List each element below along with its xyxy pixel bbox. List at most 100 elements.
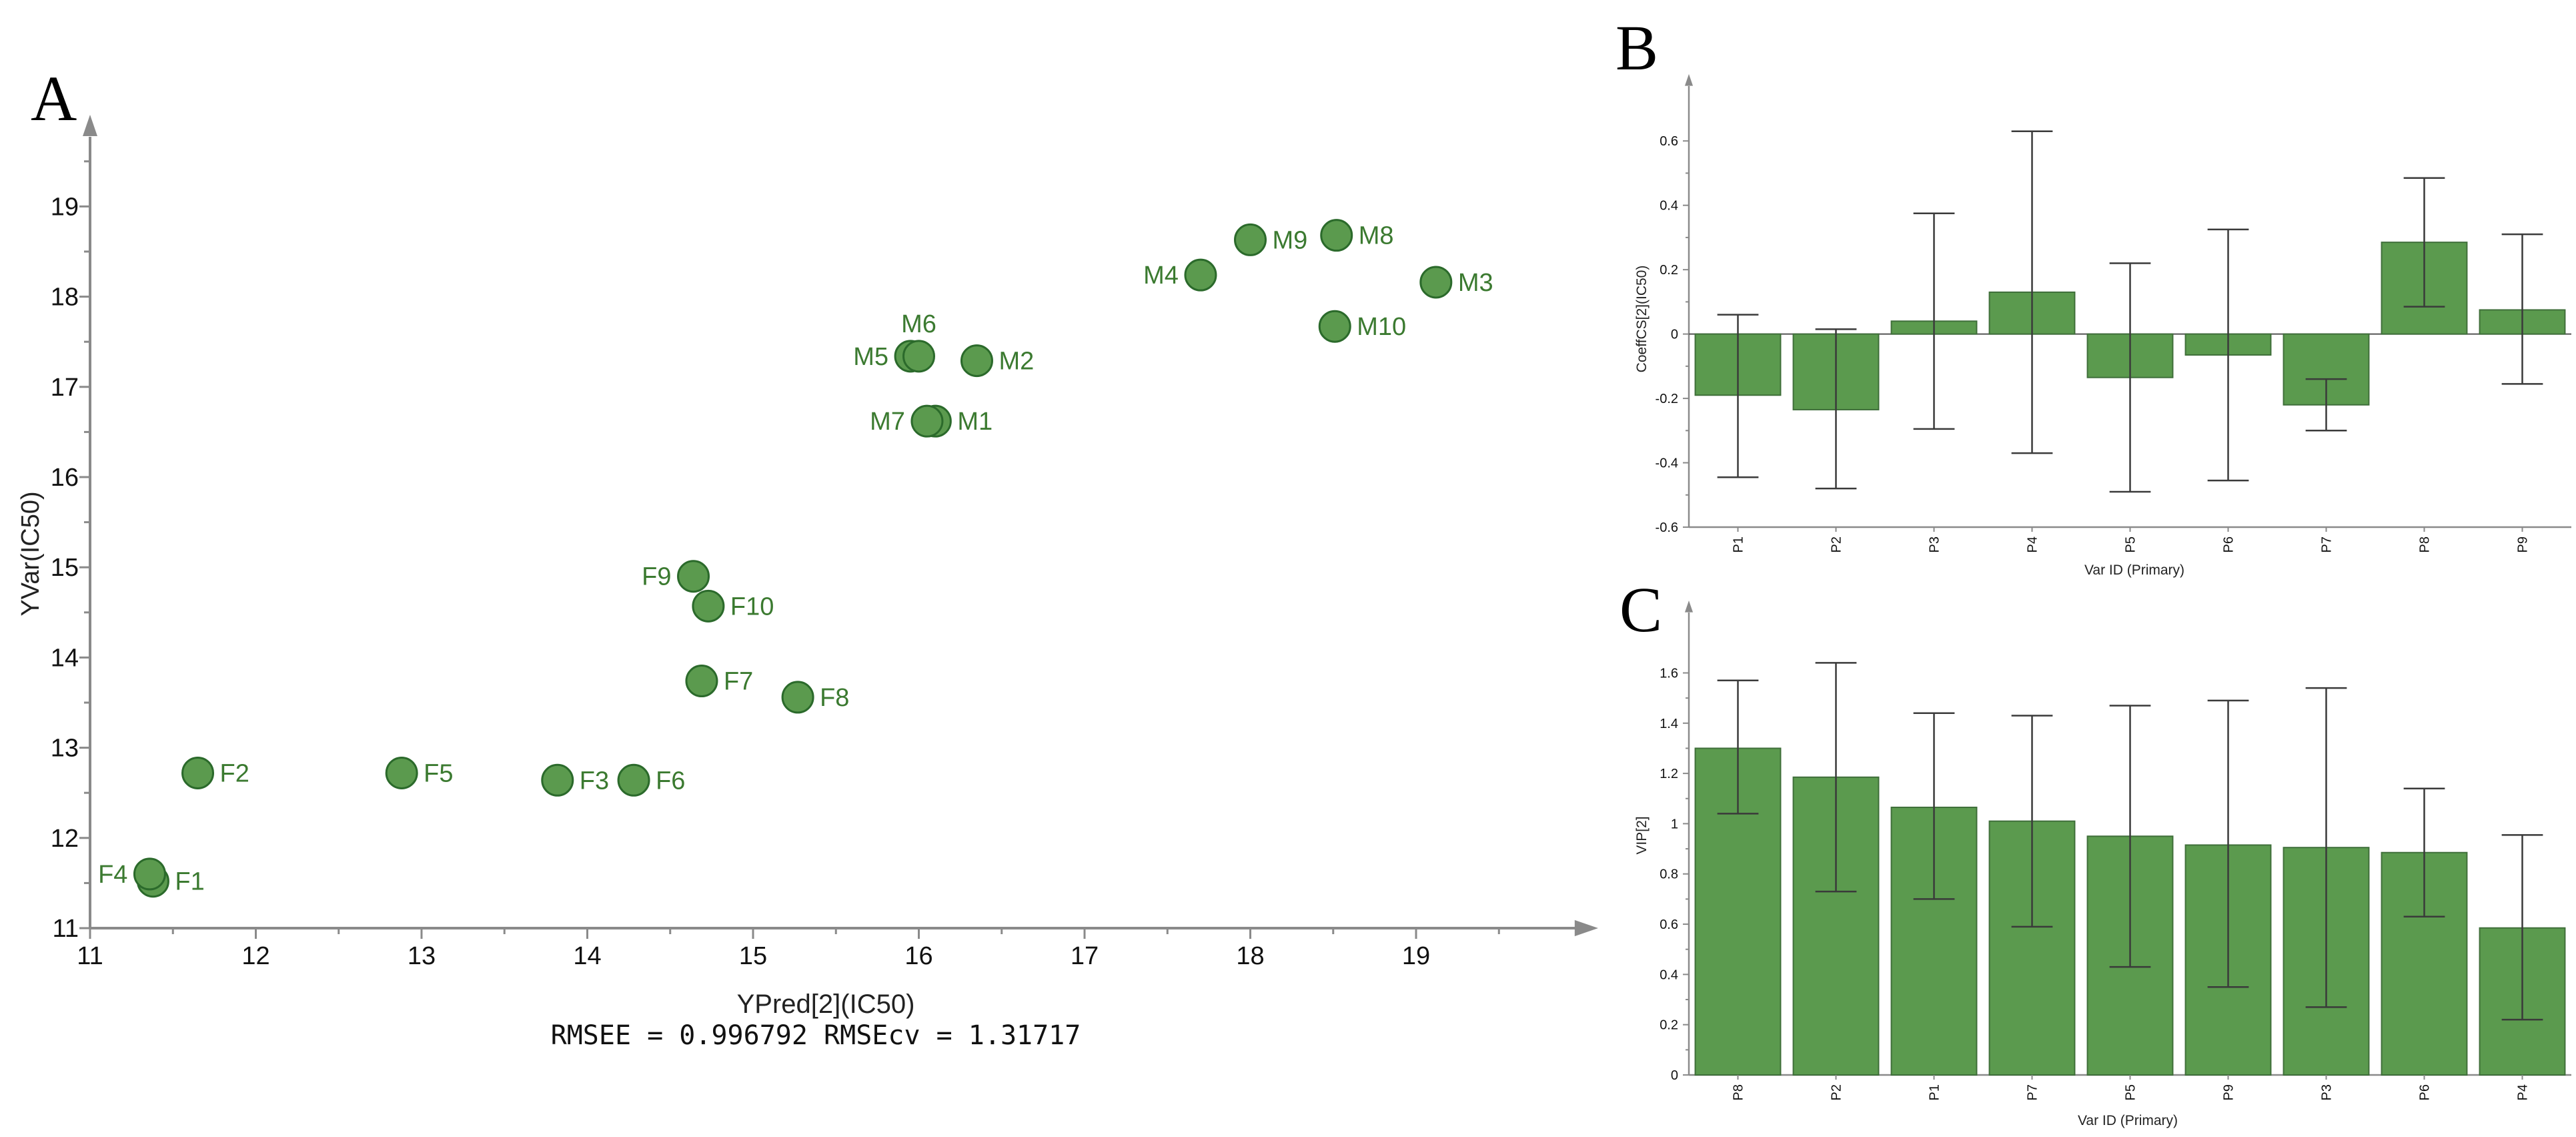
vip-x-axis-label: Var ID (Primary) bbox=[2078, 1113, 2178, 1128]
scatter-point-f5 bbox=[385, 756, 418, 789]
coefficient-x-tick-label-p7: P7 bbox=[2320, 536, 2335, 552]
vip-x-tick-label-p2: P2 bbox=[1830, 1084, 1844, 1100]
scatter-point-m2 bbox=[960, 344, 993, 378]
scatter-y-tick-label: 12 bbox=[51, 825, 79, 853]
vip-y-tick-label: 1.4 bbox=[1660, 717, 1678, 731]
coefficient-x-tick-label-p5: P5 bbox=[2124, 536, 2138, 552]
scatter-point-label-m3: M3 bbox=[1458, 269, 1493, 297]
coefficient-y-tick-label: 0 bbox=[1671, 328, 1678, 342]
scatter-point-m9 bbox=[1234, 223, 1267, 256]
vip-panel-c: C VIP[2] Var ID (Primary) 0 0.2 0.4 0.6 0.8 1… bbox=[1620, 574, 2571, 1128]
scatter-point-label-f6: F6 bbox=[656, 767, 685, 795]
scatter-y-tick-label: 18 bbox=[51, 284, 79, 312]
scatter-y-tick-label: 16 bbox=[51, 464, 79, 492]
scatter-point-f6 bbox=[617, 763, 650, 797]
scatter-point-f8 bbox=[781, 681, 814, 714]
scatter-point-label-f9: F9 bbox=[642, 563, 671, 591]
vip-x-tick-label-p3: P3 bbox=[2320, 1084, 2335, 1100]
scatter-x-tick-label: 12 bbox=[241, 942, 269, 970]
scatter-point-m3 bbox=[1419, 266, 1453, 299]
vip-y-axis-label: VIP[2] bbox=[1634, 816, 1650, 854]
scatter-x-tick-label: 13 bbox=[408, 942, 436, 970]
scatter-point-m6 bbox=[902, 340, 935, 373]
scatter-plot-area: 11 12 13 14 15 16 17 18 19 11 12 13 14 15 16 17 18 19 F1 F2… bbox=[51, 115, 1598, 970]
vip-y-tick-label: 0.8 bbox=[1660, 867, 1678, 882]
vip-y-tick-label: 1.2 bbox=[1660, 767, 1678, 781]
scatter-x-tick-label: 18 bbox=[1236, 942, 1264, 970]
scatter-point-label-m5: M5 bbox=[853, 343, 888, 371]
scatter-point-f3 bbox=[541, 763, 574, 797]
scatter-y-tick-label: 11 bbox=[53, 915, 79, 943]
scatter-y-tick-label: 19 bbox=[51, 193, 79, 221]
panel-label-b: B bbox=[1616, 12, 1658, 83]
scatter-point-label-f1: F1 bbox=[175, 868, 204, 896]
scatter-point-f10 bbox=[692, 589, 725, 623]
vip-y-tick-label: 0.2 bbox=[1660, 1018, 1678, 1033]
scatter-point-m4 bbox=[1184, 258, 1217, 292]
scatter-point-label-f5: F5 bbox=[424, 759, 453, 787]
scatter-point-label-f2: F2 bbox=[220, 759, 249, 787]
coefficient-x-axis-label: Var ID (Primary) bbox=[2084, 562, 2184, 578]
coefficient-x-tick-label-p8: P8 bbox=[2418, 536, 2433, 552]
vip-y-tick-label: 0 bbox=[1671, 1068, 1678, 1083]
scatter-point-label-m1: M1 bbox=[957, 408, 993, 436]
scatter-point-label-m6: M6 bbox=[901, 310, 936, 338]
coefficient-y-axis-arrow bbox=[1684, 74, 1694, 86]
scatter-point-label-m8: M8 bbox=[1359, 222, 1394, 250]
coefficient-x-tick-label-p4: P4 bbox=[2026, 536, 2040, 552]
scatter-point-f7 bbox=[685, 665, 718, 698]
scatter-point-label-f3: F3 bbox=[580, 767, 609, 795]
vip-y-axis-arrow bbox=[1684, 601, 1694, 613]
coefficient-x-tick-label-p6: P6 bbox=[2222, 536, 2236, 552]
coefficient-x-tick-label-p3: P3 bbox=[1928, 536, 1942, 552]
scatter-y-tick-label: 15 bbox=[51, 554, 79, 582]
scatter-x-axis-arrow bbox=[1574, 919, 1598, 937]
scatter-x-tick-label: 15 bbox=[739, 942, 767, 970]
coefficient-y-tick-label: -0.4 bbox=[1656, 456, 1678, 471]
scatter-y-tick-label: 13 bbox=[51, 735, 79, 763]
scatter-point-label-m2: M2 bbox=[999, 348, 1034, 376]
vip-y-tick-label: 1 bbox=[1671, 817, 1678, 831]
scatter-x-tick-label: 16 bbox=[904, 942, 932, 970]
scatter-x-tick-label: 17 bbox=[1071, 942, 1099, 970]
scatter-panel-a: A YVar(IC50) YPred[2](IC50) RMSEE = 0.99… bbox=[17, 63, 1598, 1051]
vip-x-tick-label-p5: P5 bbox=[2124, 1084, 2138, 1100]
scatter-y-axis-label: YVar(IC50) bbox=[17, 491, 45, 616]
coefficient-y-tick-label: -0.6 bbox=[1656, 520, 1678, 535]
scatter-x-axis-label: YPred[2](IC50) bbox=[737, 990, 915, 1019]
coefficient-x-tick-label-p1: P1 bbox=[1732, 536, 1746, 552]
scatter-point-label-m7: M7 bbox=[870, 408, 905, 436]
vip-x-tick-label-p4: P4 bbox=[2516, 1084, 2531, 1100]
scatter-point-m7 bbox=[910, 404, 944, 438]
scatter-y-tick-label: 17 bbox=[51, 374, 79, 402]
coefficient-y-axis-label: CoeffCS[2](IC50) bbox=[1634, 266, 1650, 373]
scatter-x-tick-label: 11 bbox=[77, 942, 103, 970]
vip-y-tick-label: 1.6 bbox=[1660, 666, 1678, 681]
scatter-point-f4 bbox=[133, 857, 166, 891]
panel-label-c: C bbox=[1620, 574, 1662, 645]
coefficient-panel-b: B CoeffCS[2](IC50) Var ID (Primary) -0.6… bbox=[1616, 12, 2571, 578]
scatter-point-label-f7: F7 bbox=[724, 668, 753, 696]
scatter-point-label-f4: F4 bbox=[98, 861, 127, 889]
scatter-point-label-f8: F8 bbox=[820, 684, 849, 712]
vip-x-tick-label-p8: P8 bbox=[1732, 1084, 1746, 1100]
coefficient-plot-area: -0.6 -0.4 -0.2 0 0.2 0.4 0.6 P1 P2 P3 P4 P5 P6 P7 P8 P9 bbox=[1656, 74, 2571, 552]
coefficient-x-tick-label-p9: P9 bbox=[2516, 536, 2531, 552]
panel-label-a: A bbox=[31, 63, 77, 134]
scatter-point-f9 bbox=[677, 560, 710, 593]
vip-x-tick-label-p1: P1 bbox=[1928, 1084, 1942, 1100]
scatter-y-axis-arrow bbox=[83, 115, 97, 136]
coefficient-y-tick-label: 0.6 bbox=[1660, 134, 1678, 149]
coefficient-y-tick-label: 0.2 bbox=[1660, 263, 1678, 278]
scatter-point-m8 bbox=[1320, 219, 1353, 252]
vip-y-tick-label: 0.4 bbox=[1660, 968, 1678, 982]
coefficient-x-tick-label-p2: P2 bbox=[1830, 536, 1844, 552]
scatter-point-label-f10: F10 bbox=[730, 593, 774, 621]
scatter-point-f2 bbox=[181, 756, 215, 789]
scatter-point-m10 bbox=[1318, 310, 1351, 343]
vip-x-tick-label-p9: P9 bbox=[2222, 1084, 2236, 1100]
vip-y-tick-label: 0.6 bbox=[1660, 917, 1678, 932]
scatter-point-label-m9: M9 bbox=[1273, 226, 1308, 254]
scatter-point-label-m4: M4 bbox=[1143, 262, 1179, 290]
